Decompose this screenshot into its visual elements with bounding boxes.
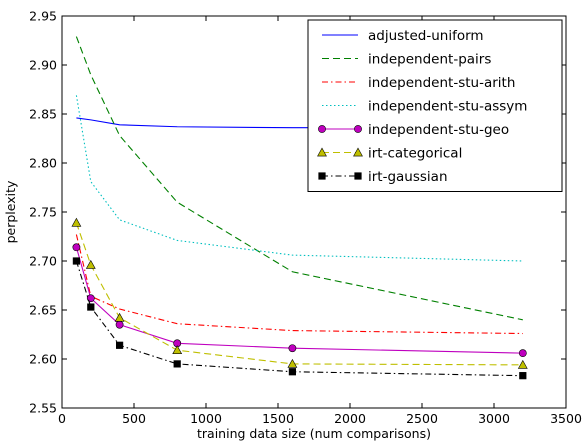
y-tick-label: 2.80 [29,156,57,171]
legend-item: irt-categorical [317,146,462,162]
series-independent-stu-assym [75,95,523,262]
series-line [75,247,523,354]
legend-label: independent-stu-arith [368,75,515,91]
series-line [75,95,523,262]
x-tick-label: 3500 [550,411,582,426]
series-line [75,222,523,366]
x-tick-label: 3000 [478,411,510,426]
series-independent-pairs [75,36,523,321]
legend-item: independent-stu-assym [322,99,527,115]
y-tick-label: 2.60 [29,352,57,367]
series-line [75,234,523,335]
x-tick-label: 2500 [406,411,438,426]
x-tick-label: 1500 [262,411,294,426]
y-tick-label: 2.75 [29,205,57,220]
x-tick-label: 500 [122,411,146,426]
data-point [71,217,82,227]
legend-label: independent-pairs [368,52,491,68]
y-tick-label: 2.55 [29,401,57,416]
data-point [116,341,124,349]
data-point [173,360,181,368]
legend-item: independent-pairs [322,52,491,68]
y-axis-title: perplexity [3,180,18,243]
legend-marker [354,125,362,133]
legend-marker [353,147,363,157]
data-point [114,312,125,322]
series-irt-categorical [71,217,528,369]
legend-label: independent-stu-assym [368,99,527,115]
legend: adjusted-uniform independent-pairs indepen… [307,19,563,192]
data-point [172,345,183,355]
series-irt-gaussian [72,257,527,380]
data-point [87,303,95,311]
data-point [72,257,80,265]
legend-marker [318,172,326,180]
legend-item: adjusted-uniform [322,28,484,44]
axis-ticks: 0 500 1000 1500 2000 2500 3000 3500 2.55 2.60 2.65… [29,9,582,427]
data-point [288,344,297,353]
legend-label: irt-categorical [368,146,462,162]
legend-label: adjusted-uniform [368,28,484,44]
legend-item: independent-stu-geo [318,122,509,138]
series-line [75,36,523,321]
legend-item: irt-gaussian [318,169,448,185]
series-independent-stu-geo [72,243,527,358]
series-line [75,260,523,377]
data-point [288,368,297,376]
x-axis-title: training data size (num comparisons) [197,426,431,441]
y-tick-label: 2.65 [29,303,57,318]
y-tick-label: 2.70 [29,254,57,269]
series-layer [71,36,528,380]
legend-marker [354,172,362,180]
data-point [519,372,527,380]
data-point [518,349,527,358]
legend-marker [317,147,327,157]
data-point [72,243,81,252]
legend-label: independent-stu-geo [368,122,509,138]
data-point [115,320,124,329]
x-tick-label: 0 [58,411,66,426]
data-point [517,359,528,369]
y-tick-label: 2.95 [29,9,57,24]
legend-marker [318,125,326,133]
x-tick-label: 2000 [334,411,366,426]
legend-item: independent-stu-arith [322,75,515,91]
data-point [85,259,96,269]
y-tick-label: 2.90 [29,58,57,73]
series-independent-stu-arith [75,234,523,335]
x-tick-label: 1000 [190,411,222,426]
data-point [287,358,298,368]
legend-label: irt-gaussian [368,169,448,185]
y-tick-label: 2.85 [29,107,57,122]
